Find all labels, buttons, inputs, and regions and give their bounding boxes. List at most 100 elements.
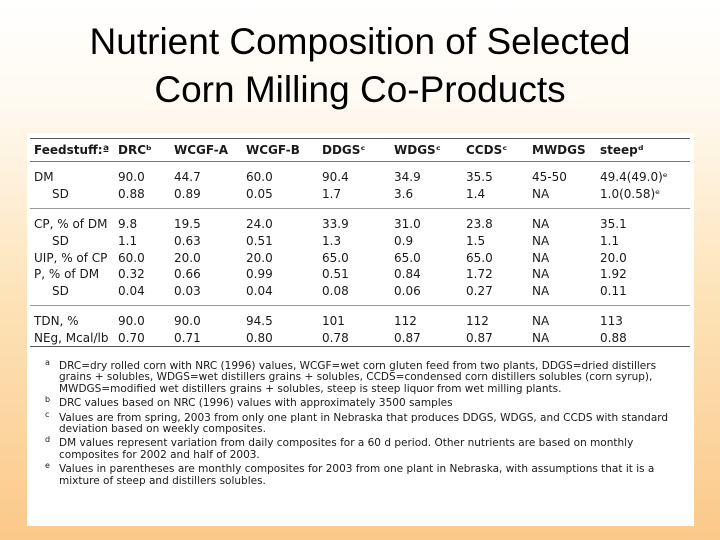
table-cell: NA: [532, 267, 550, 282]
footnote-text: DRC=dry rolled corn with NRC (1996) valu…: [59, 360, 657, 395]
table-cell: 65.0: [322, 250, 349, 265]
table-cell: 35.5: [466, 170, 493, 185]
footnote: d DM values represent variation from dai…: [45, 435, 690, 461]
footnote: a DRC=dry rolled corn with NRC (1996) va…: [45, 358, 690, 395]
footnote-text: DM values represent variation from daily…: [59, 437, 634, 461]
table-cell: 0.05: [246, 187, 273, 202]
slide-title-line-1: Nutrient Composition of Selected: [89, 21, 631, 62]
table-cell: 60.0: [246, 170, 273, 185]
table-cell: 35.1: [600, 216, 627, 231]
column-header: WCGF-B: [246, 138, 322, 162]
table-cell: 112: [466, 313, 489, 328]
row-label: UIP, % of CP: [34, 250, 108, 265]
table-row: UIP, % of CP 60.0 20.0 20.0 65.0 65.0 65…: [30, 249, 690, 266]
table-cell: 1.3: [322, 233, 342, 248]
table-cell: NA: [532, 284, 550, 299]
footnote: b DRC values based on NRC (1996) values …: [45, 395, 690, 410]
column-header: steepᵈ: [600, 138, 690, 162]
table-cell: 34.9: [394, 170, 421, 185]
row-label: DM: [34, 170, 54, 185]
slide-title: Nutrient Composition of Selected Corn Mi…: [0, 18, 720, 114]
table-cell: 3.6: [394, 187, 414, 202]
column-header: WCGF-A: [174, 138, 246, 162]
row-label: NEg, Mcal/lb: [30, 329, 118, 348]
table-cell: 20.0: [174, 250, 201, 265]
table-cell: 1.4: [466, 187, 486, 202]
table-cell: 20.0: [600, 250, 627, 265]
table-cell: 20.0: [246, 250, 273, 265]
table-row: TDN, % 90.0 90.0 94.5 101 112 112 NA 113: [30, 313, 690, 330]
table-cell: 90.0: [118, 313, 145, 328]
footnote-text: DRC values based on NRC (1996) values wi…: [59, 397, 453, 410]
slide-title-line-2: Corn Milling Co-Products: [154, 69, 566, 110]
table-cell: 112: [394, 313, 417, 328]
column-header: CCDSᶜ: [466, 138, 532, 162]
table-cell: 0.87: [394, 329, 466, 348]
table-cell: 0.9: [394, 233, 414, 248]
table-cell: 0.27: [466, 284, 493, 299]
table-cell: 101: [322, 313, 345, 328]
table-cell: 0.32: [118, 267, 145, 282]
table-cell: 0.11: [600, 284, 627, 299]
table-cell: 60.0: [118, 250, 145, 265]
table-cell: 45-50: [532, 170, 567, 185]
column-header: WDGSᶜ: [394, 138, 466, 162]
table-cell: 0.04: [246, 284, 273, 299]
table-cell: NA: [532, 216, 550, 231]
footnote-text: Values in parentheses are monthly compos…: [59, 463, 655, 487]
row-label: SD: [52, 187, 69, 202]
table-cell: 65.0: [394, 250, 421, 265]
table-cell: 94.5: [246, 313, 273, 328]
footnotes: a DRC=dry rolled corn with NRC (1996) va…: [45, 358, 690, 490]
row-label: TDN, %: [34, 313, 79, 328]
footnote-mark: a: [45, 358, 50, 367]
footnote: e Values in parentheses are monthly comp…: [45, 461, 690, 487]
table-cell: 1.92: [600, 267, 627, 282]
table-cell: 0.89: [174, 187, 201, 202]
table-cell: 113: [600, 313, 623, 328]
footnote: c Values are from spring, 2003 from only…: [45, 410, 690, 436]
footnote-mark: d: [45, 435, 51, 445]
table-cell: 23.8: [466, 216, 493, 231]
table-cell: 90.4: [322, 170, 349, 185]
footnote-mark: e: [45, 461, 50, 471]
table-cell: 0.66: [174, 267, 201, 282]
table-cell: 0.88: [118, 187, 145, 202]
table-cell: 90.0: [174, 313, 201, 328]
table-cell: 31.0: [394, 216, 421, 231]
table-cell: 19.5: [174, 216, 201, 231]
table-cell: 1.5: [466, 233, 486, 248]
table-row: NEg, Mcal/lb 0.70 0.71 0.80 0.78 0.87 0.…: [30, 329, 690, 348]
table-row: P, % of DM 0.32 0.66 0.99 0.51 0.84 1.72…: [30, 266, 690, 283]
table-cell: 0.78: [322, 329, 394, 348]
table-cell: 0.80: [246, 329, 322, 348]
table-cell: 1.1: [600, 233, 620, 248]
table-cell: NA: [532, 329, 600, 348]
row-label: P, % of DM: [34, 267, 100, 282]
table-cell: 9.8: [118, 216, 138, 231]
row-label: SD: [52, 233, 69, 248]
table-cell: 65.0: [466, 250, 493, 265]
table-cell: 0.51: [322, 267, 349, 282]
table-cell: 0.03: [174, 284, 201, 299]
column-header: DRCᵇ: [118, 138, 174, 162]
table-cell: 0.87: [466, 329, 532, 348]
nutrient-table: Feedstuff:ª DRCᵇ WCGF-A WCGF-B DDGSᶜ WDG…: [30, 138, 690, 348]
footnote-text: Values are from spring, 2003 from only o…: [59, 411, 669, 436]
table-cell: 44.7: [174, 170, 201, 185]
table-cell: 1.0(0.58)ᵉ: [600, 187, 661, 202]
table-cell: NA: [532, 313, 550, 328]
table-cell: 0.71: [174, 329, 246, 348]
table-row: SD 0.88 0.89 0.05 1.7 3.6 1.4 NA 1.0(0.5…: [30, 186, 690, 203]
table-header-row: Feedstuff:ª DRCᵇ WCGF-A WCGF-B DDGSᶜ WDG…: [30, 138, 690, 162]
table-cell: 1.72: [466, 267, 493, 282]
column-header: MWDGS: [532, 138, 600, 162]
table-cell: NA: [532, 187, 550, 202]
table-cell: 0.70: [118, 329, 174, 348]
table-cell: 49.4(49.0)ᵉ: [600, 170, 668, 185]
table-cell: 0.88: [600, 329, 690, 348]
table-cell: 0.51: [246, 233, 273, 248]
column-header: DDGSᶜ: [322, 138, 394, 162]
footnote-mark: c: [45, 409, 50, 419]
table-cell: 1.1: [118, 233, 138, 248]
